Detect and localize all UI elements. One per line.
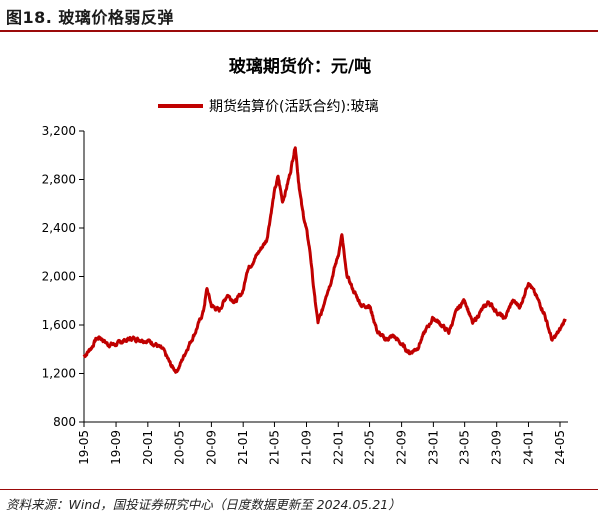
y-tick-label: 2,400 xyxy=(42,221,76,235)
x-tick-label: 23-09 xyxy=(490,430,504,465)
legend-label: 期货结算价(活跃合约):玻璃 xyxy=(209,98,379,115)
y-tick-label: 3,200 xyxy=(42,124,76,138)
x-tick-label: 22-01 xyxy=(331,430,345,465)
x-tick-label: 20-01 xyxy=(141,430,155,465)
line-chart: 玻璃期货价：元/吨 期货结算价(活跃合约):玻璃 800 1,200 1,600 2,… xyxy=(42,56,568,465)
x-tick-label: 22-05 xyxy=(363,430,377,465)
y-tick-label: 2,000 xyxy=(42,270,76,284)
x-tick-label: 19-09 xyxy=(109,430,123,465)
y-tick-label: 1,600 xyxy=(42,318,76,332)
x-tick-label: 24-05 xyxy=(553,430,567,465)
y-axis-ticks: 800 1,200 1,600 2,000 2,400 2,800 3,200 xyxy=(42,124,84,429)
plot-area xyxy=(82,146,567,374)
y-tick-label: 2,800 xyxy=(42,173,76,187)
x-tick-label: 20-09 xyxy=(204,430,218,465)
x-axis-ticks: 19-05 19-09 20-01 20-05 20-09 21-01 21-05 21-09… xyxy=(77,422,567,465)
x-tick-label: 22-09 xyxy=(395,430,409,465)
chart-axes xyxy=(83,131,568,423)
y-tick-label: 800 xyxy=(53,415,76,429)
series-line-glass-futures xyxy=(82,146,567,374)
x-tick-label: 21-05 xyxy=(267,430,281,465)
figure-header-title: 图18. 玻璃价格弱反弹 xyxy=(6,8,174,27)
x-tick-label: 20-05 xyxy=(172,430,186,465)
chart-title: 玻璃期货价：元/吨 xyxy=(229,56,371,77)
y-tick-label: 1,200 xyxy=(42,367,76,381)
x-tick-label: 24-01 xyxy=(521,430,535,465)
header-divider xyxy=(0,30,598,32)
footer-divider xyxy=(0,489,598,490)
chart-legend: 期货结算价(活跃合约):玻璃 xyxy=(158,98,379,115)
x-tick-label: 21-09 xyxy=(299,430,313,465)
x-tick-label: 23-05 xyxy=(458,430,472,465)
x-tick-label: 21-01 xyxy=(236,430,250,465)
source-note: 资料来源：Wind，国投证券研究中心（日度数据更新至 2024.05.21） xyxy=(6,497,401,512)
x-tick-label: 19-05 xyxy=(77,430,91,465)
x-tick-label: 23-01 xyxy=(426,430,440,465)
figure-header: 图18. 玻璃价格弱反弹 xyxy=(0,0,598,34)
